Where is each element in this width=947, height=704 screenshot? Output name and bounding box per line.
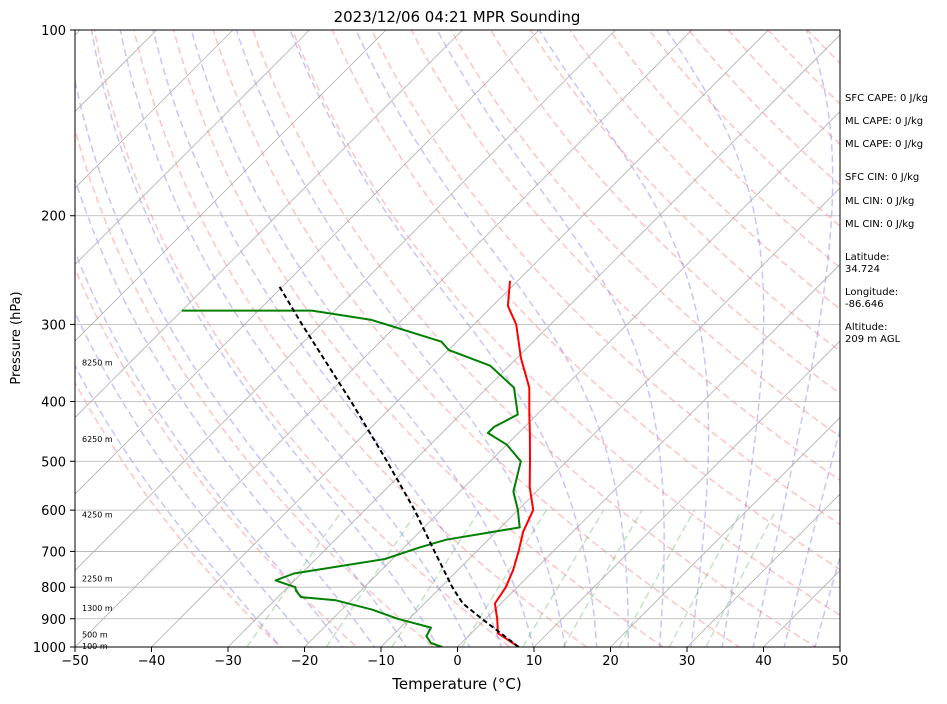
y-tick-label: 400	[41, 395, 66, 410]
longitude-label: Longitude:	[845, 287, 898, 299]
y-tick-label: 800	[41, 581, 66, 596]
height-label: 1300 m	[82, 604, 113, 613]
dry-adiabat	[14, 16, 372, 660]
x-tick-label: 10	[526, 654, 543, 669]
x-tick-label: 40	[755, 654, 772, 669]
ml-cape-text-1: ML CAPE: 0 J/kg	[845, 116, 923, 128]
background-lines	[0, 16, 947, 660]
latitude-value: 34.724	[845, 264, 880, 276]
mixing-ratio-line	[523, 510, 604, 647]
y-tick-label: 700	[41, 545, 66, 560]
dry-adiabat	[53, 16, 449, 660]
height-label: 6250 m	[82, 435, 113, 444]
height-label: 500 m	[82, 631, 108, 640]
y-axis-label: Pressure (hPa)	[9, 291, 24, 384]
x-tick-label: 0	[453, 654, 461, 669]
isotherm	[0, 30, 463, 647]
height-label: 8250 m	[82, 358, 113, 367]
mixing-ratio-line	[392, 510, 480, 647]
isotherm	[0, 30, 616, 647]
dry-adiabat	[639, 16, 947, 660]
y-tick-label: 300	[41, 318, 66, 333]
y-tick-label: 600	[41, 504, 66, 519]
y-tick-label: 200	[41, 210, 66, 225]
mixing-ratio-line	[669, 510, 741, 647]
sfc-cape-text: SFC CAPE: 0 J/kg	[845, 93, 928, 105]
sfc-cin-text: SFC CIN: 0 J/kg	[845, 172, 919, 184]
x-tick-label: −10	[367, 654, 394, 669]
x-tick-label: 20	[602, 654, 619, 669]
axis-ticks: −50 −40 −30 −20 −10 0 10 20 30 40 50 100 200 300 400 50…	[33, 24, 848, 669]
ml-cin-text-1: ML CIN: 0 J/kg	[845, 196, 914, 208]
series-layer	[182, 281, 533, 647]
mixing-ratio-line	[706, 510, 776, 647]
isotherm	[0, 30, 4, 647]
moist-adiabat	[351, 19, 628, 660]
x-tick-label: −40	[138, 654, 165, 669]
y-tick-label: 100	[41, 24, 66, 39]
moist-adiabat	[21, 19, 353, 660]
x-tick-label: −30	[214, 654, 241, 669]
height-label: 2250 m	[82, 575, 113, 584]
latitude-label: Latitude:	[845, 252, 890, 264]
moist-adiabat	[64, 19, 413, 660]
isotherm	[152, 30, 769, 647]
ml-cape-text-2: ML CAPE: 0 J/kg	[845, 139, 923, 151]
x-tick-label: 50	[832, 654, 849, 669]
x-tick-label: 30	[679, 654, 696, 669]
y-tick-label: 500	[41, 455, 66, 470]
altitude-value: 209 m AGL	[845, 334, 900, 346]
ml-cin-text-2: ML CIN: 0 J/kg	[845, 219, 914, 231]
x-tick-label: −50	[61, 654, 88, 669]
chart-title: 2023/12/06 04:21 MPR Sounding	[334, 8, 581, 26]
y-tick-label: 900	[41, 613, 66, 628]
dry-adiabat	[0, 16, 294, 660]
x-axis-label: Temperature (°C)	[391, 675, 521, 693]
moist-adiabat	[188, 19, 536, 660]
mixing-ratio-line	[247, 510, 343, 647]
y-tick-label: 1000	[33, 641, 66, 656]
longitude-value: -86.646	[845, 299, 884, 311]
height-label: 4250 m	[82, 510, 113, 519]
dry-adiabat	[678, 16, 947, 660]
dry-adiabat	[170, 16, 682, 660]
x-tick-label: −20	[291, 654, 318, 669]
moist-adiabat	[118, 19, 475, 660]
altitude-label: Altitude:	[845, 322, 887, 334]
isotherm	[75, 30, 692, 647]
